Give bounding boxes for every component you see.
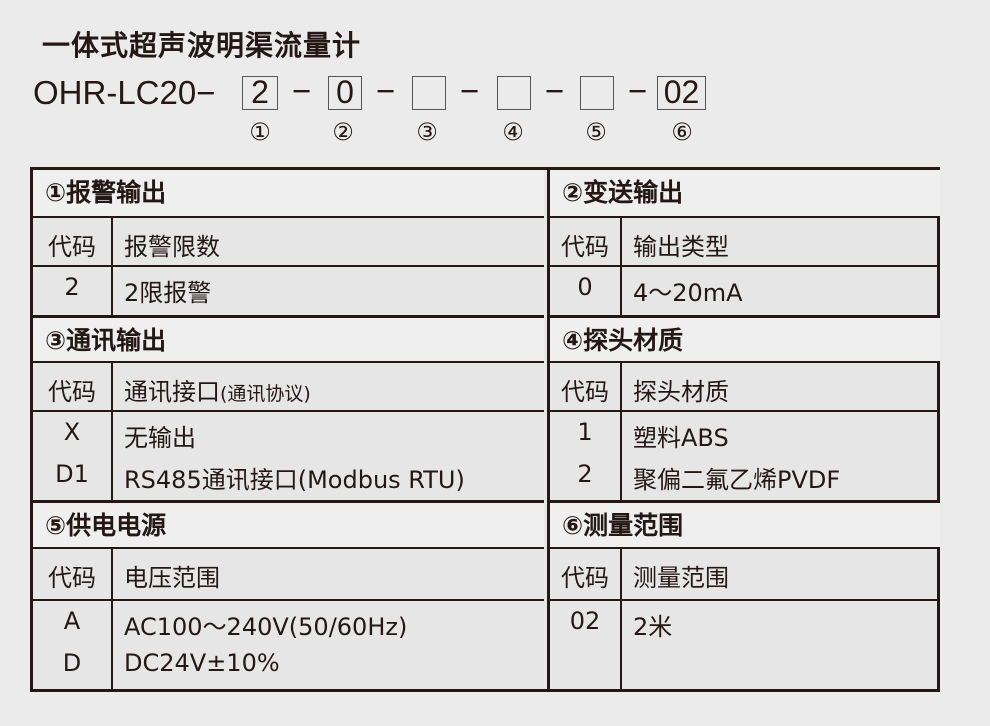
option-description: 塑料ABS xyxy=(633,424,729,452)
model-code-box-2: 0 xyxy=(328,76,362,110)
option-description: AC100～240V(50/60Hz) xyxy=(124,613,408,641)
option-code: X xyxy=(63,418,81,446)
position-marker-6: ⑥ xyxy=(671,118,693,146)
model-code-box-6: 02 xyxy=(657,76,706,110)
description-header: 通讯接口(通讯协议) xyxy=(124,372,311,407)
divider xyxy=(620,549,622,692)
position-marker-1: ① xyxy=(249,118,271,146)
divider xyxy=(33,599,544,601)
divider xyxy=(33,410,544,412)
divider xyxy=(550,410,940,412)
description-header: 输出类型 xyxy=(633,227,729,262)
description-header: 测量范围 xyxy=(633,558,729,593)
model-separator: − xyxy=(376,72,396,109)
divider xyxy=(111,363,113,500)
model-code-box-4 xyxy=(497,76,531,110)
model-separator: − xyxy=(545,72,565,109)
option-code: D xyxy=(62,649,82,677)
model-code-box-3 xyxy=(412,76,446,110)
section-body xyxy=(547,218,940,315)
option-description: 聚偏二氟乙烯PVDF xyxy=(633,466,841,494)
option-code: 02 xyxy=(569,607,601,635)
position-marker-4: ④ xyxy=(502,118,524,146)
divider xyxy=(620,363,622,500)
option-code: 2 xyxy=(577,460,593,488)
description-header-label: 输出类型 xyxy=(633,233,729,261)
section-title: ②变送输出 xyxy=(547,170,940,218)
code-header: 代码 xyxy=(48,378,96,406)
position-marker-2: ② xyxy=(332,118,354,146)
code-header: 代码 xyxy=(561,564,609,592)
page-title: 一体式超声波明渠流量计 xyxy=(42,29,362,62)
section-title: ①报警输出 xyxy=(33,170,544,218)
description-header: 探头材质 xyxy=(633,372,729,407)
section-title: ④探头材质 xyxy=(547,315,940,363)
divider xyxy=(111,549,113,692)
position-marker-3: ③ xyxy=(416,118,438,146)
option-code: 2 xyxy=(64,273,80,301)
selection-table: ①报警输出 代码 报警限数 2 2限报警 ②变送输出 代码 输出类型 0 4～20mA ③通讯输出代… xyxy=(30,167,940,692)
description-header-label: 报警限数 xyxy=(124,233,220,261)
header-note: (通讯协议) xyxy=(220,383,311,405)
model-code-box-5 xyxy=(580,76,614,110)
divider xyxy=(111,218,113,315)
model-separator: − xyxy=(460,72,480,109)
section-title: ③通讯输出 xyxy=(33,315,544,363)
divider xyxy=(33,265,544,267)
code-header: 代码 xyxy=(48,233,96,261)
section-body xyxy=(547,363,940,500)
option-description: 4～20mA xyxy=(633,279,743,307)
option-description: DC24V±10% xyxy=(124,649,280,677)
description-header-label: 通讯接口 xyxy=(124,378,220,406)
option-code: D1 xyxy=(55,460,89,488)
option-description: 无输出 xyxy=(124,424,196,452)
option-description: 2限报警 xyxy=(124,279,212,307)
section-title: ⑤供电电源 xyxy=(33,500,544,549)
model-separator: − xyxy=(292,72,312,109)
section-body xyxy=(547,549,940,692)
description-header-label: 测量范围 xyxy=(633,564,729,592)
code-header: 代码 xyxy=(561,233,609,261)
option-description: RS485通讯接口(Modbus RTU) xyxy=(124,466,465,494)
model-separator: − xyxy=(628,72,648,109)
divider xyxy=(550,265,940,267)
option-description: 2米 xyxy=(633,613,673,641)
divider xyxy=(620,218,622,315)
option-code: 1 xyxy=(577,418,593,446)
divider xyxy=(550,599,940,601)
description-header: 电压范围 xyxy=(124,558,220,593)
option-code: A xyxy=(63,607,81,635)
code-header: 代码 xyxy=(561,378,609,406)
section-title: ⑥测量范围 xyxy=(547,500,940,549)
description-header: 报警限数 xyxy=(124,227,220,262)
model-code-box-1: 2 xyxy=(242,76,278,110)
code-header: 代码 xyxy=(48,564,96,592)
option-code: 0 xyxy=(577,273,593,301)
model-prefix: OHR-LC20− xyxy=(33,74,216,111)
position-marker-5: ⑤ xyxy=(585,118,607,146)
description-header-label: 电压范围 xyxy=(124,564,220,592)
description-header-label: 探头材质 xyxy=(633,378,729,406)
